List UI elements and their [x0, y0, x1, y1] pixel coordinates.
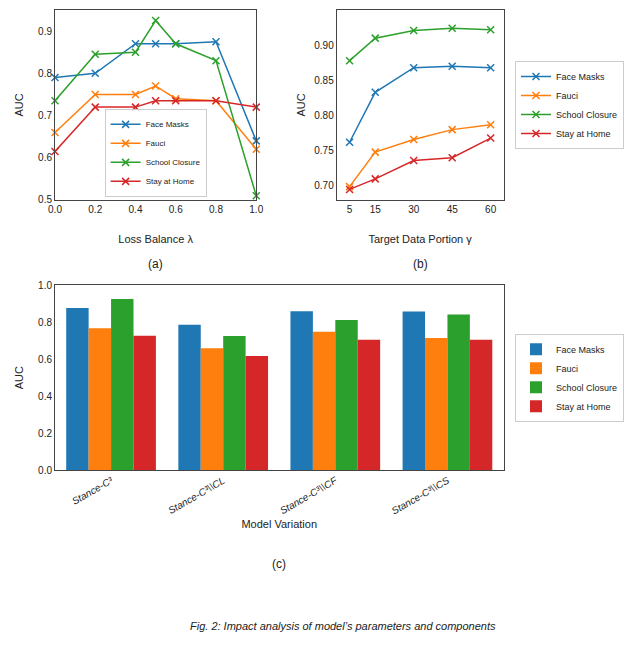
svg-text:0.70: 0.70 [314, 180, 334, 191]
svg-text:Face Masks: Face Masks [556, 345, 605, 355]
svg-text:Model Variation: Model Variation [241, 518, 317, 530]
svg-text:15: 15 [370, 204, 382, 215]
svg-text:AUC: AUC [13, 93, 25, 116]
svg-text:5: 5 [347, 204, 353, 215]
svg-text:Stance-C³: Stance-C³ [70, 474, 115, 506]
svg-text:Face Masks: Face Masks [146, 120, 189, 129]
svg-text:0.8: 0.8 [38, 68, 52, 79]
svg-text:30: 30 [408, 204, 420, 215]
svg-text:(c): (c) [272, 557, 286, 571]
svg-text:1.0: 1.0 [38, 280, 52, 291]
svg-text:0.5: 0.5 [38, 194, 52, 205]
svg-text:Stance-C³\\CS: Stance-C³\\CS [390, 475, 452, 517]
svg-text:Stance-C³\\CL: Stance-C³\\CL [166, 475, 226, 516]
svg-text:0.75: 0.75 [314, 145, 334, 156]
svg-text:Stay at Home: Stay at Home [556, 402, 611, 412]
svg-text:Stay at Home: Stay at Home [146, 177, 195, 186]
svg-text:0.7: 0.7 [38, 110, 52, 121]
svg-text:0.4: 0.4 [129, 204, 143, 215]
svg-text:0.8: 0.8 [38, 317, 52, 328]
svg-text:0.8: 0.8 [209, 204, 223, 215]
svg-text:Fauci: Fauci [556, 364, 578, 374]
svg-text:Fauci: Fauci [556, 91, 578, 101]
svg-text:0.0: 0.0 [38, 465, 52, 476]
svg-text:0.85: 0.85 [314, 75, 334, 86]
svg-text:0.90: 0.90 [314, 40, 334, 51]
svg-text:0.9: 0.9 [38, 26, 52, 37]
svg-text:School Closure: School Closure [556, 383, 617, 393]
svg-text:0.0: 0.0 [48, 204, 62, 215]
svg-text:Fauci: Fauci [146, 139, 166, 148]
svg-text:Fig. 2: Impact analysis of mod: Fig. 2: Impact analysis of model’s param… [190, 620, 496, 632]
svg-text:0.2: 0.2 [88, 204, 102, 215]
svg-text:45: 45 [447, 204, 459, 215]
svg-text:Target Data Portion γ: Target Data Portion γ [368, 233, 472, 245]
svg-text:AUC: AUC [13, 366, 25, 389]
svg-text:Stay at Home: Stay at Home [556, 129, 611, 139]
svg-text:Loss Balance λ: Loss Balance λ [118, 233, 193, 245]
svg-text:School Closure: School Closure [556, 110, 617, 120]
svg-text:60: 60 [485, 204, 497, 215]
svg-text:1.0: 1.0 [249, 204, 263, 215]
svg-text:(b): (b) [413, 257, 428, 271]
svg-text:Face Masks: Face Masks [556, 72, 605, 82]
svg-text:(a): (a) [148, 257, 163, 271]
svg-text:School Closure: School Closure [146, 158, 201, 167]
svg-text:0.6: 0.6 [169, 204, 183, 215]
svg-text:0.2: 0.2 [38, 428, 52, 439]
svg-text:Stance-C³\\CF: Stance-C³\\CF [278, 474, 340, 516]
svg-text:0.6: 0.6 [38, 354, 52, 365]
svg-text:0.4: 0.4 [38, 391, 52, 402]
svg-text:0.80: 0.80 [314, 110, 334, 121]
svg-text:0.6: 0.6 [38, 152, 52, 163]
svg-text:AUC: AUC [295, 93, 307, 116]
